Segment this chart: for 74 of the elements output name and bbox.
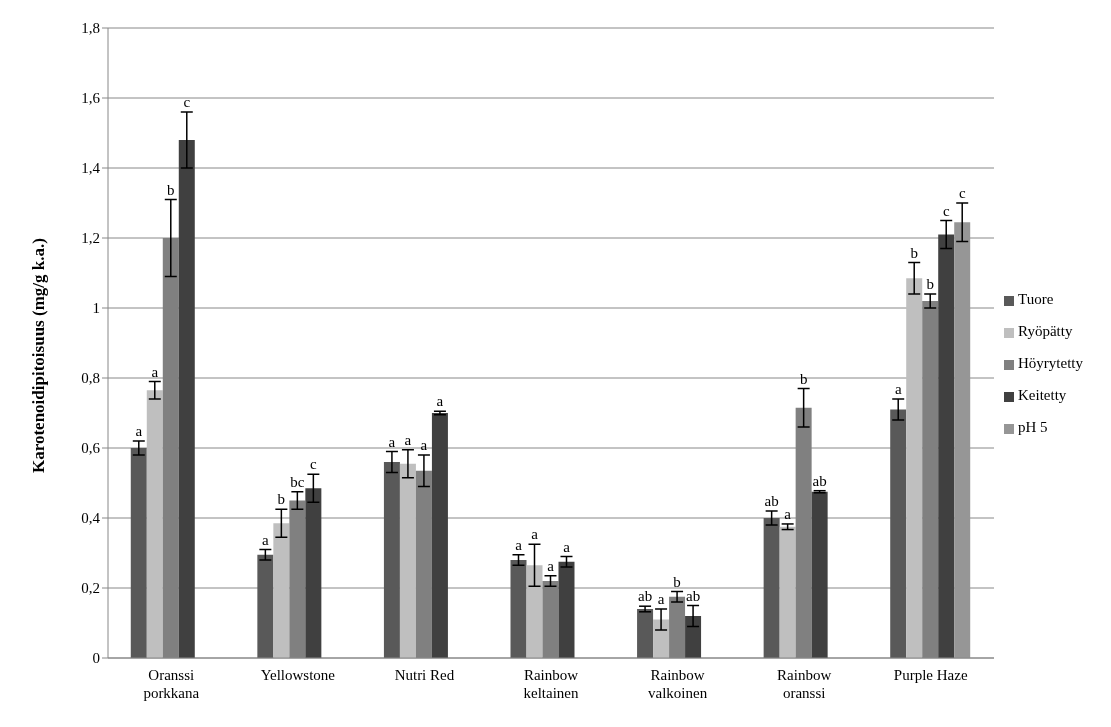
- data-label: b: [799, 370, 808, 387]
- bar: [637, 609, 654, 658]
- y-tick-label: 0,2: [81, 580, 100, 597]
- x-tick-label: Nutri Red: [394, 667, 455, 683]
- data-label: a: [547, 557, 555, 574]
- legend-label: Höyrytetty: [1018, 355, 1083, 371]
- bar: [526, 565, 543, 658]
- legend-label: Keitetty: [1018, 387, 1067, 403]
- y-tick-label: 0,8: [81, 370, 100, 387]
- x-tick-label: Rainbow valkoinen: [647, 667, 708, 701]
- bar: [954, 222, 971, 658]
- data-label: a: [420, 437, 428, 453]
- bar: [653, 619, 670, 658]
- x-tick-label: Rainbow oranssi: [777, 667, 832, 701]
- data-label: bc: [290, 473, 305, 490]
- data-label: c: [183, 94, 191, 110]
- y-tick-label: 1,4: [81, 160, 101, 177]
- bar: [938, 234, 955, 658]
- data-label: a: [894, 381, 902, 397]
- y-tick-label: 1: [92, 300, 100, 317]
- data-label: ab: [764, 493, 779, 509]
- x-tick-label: Rainbow keltainen: [523, 667, 579, 701]
- y-tick-label: 1,2: [81, 230, 100, 247]
- data-label: a: [135, 423, 143, 439]
- y-tick-label: 0,4: [81, 510, 101, 527]
- bar: [146, 390, 163, 658]
- data-label: a: [151, 363, 159, 380]
- y-axis-title: Karotenoidipitoisuus (mg/g k.a.): [29, 238, 49, 473]
- y-tick-label: 0,6: [81, 440, 101, 457]
- y-tick-label: 1,6: [81, 90, 101, 107]
- bar: [685, 616, 702, 658]
- data-label: ab: [812, 472, 827, 489]
- data-label: a: [388, 433, 396, 450]
- data-label: a: [531, 526, 539, 543]
- bar: [510, 560, 527, 658]
- bar: [763, 518, 780, 658]
- data-label: b: [167, 181, 175, 198]
- bar: [399, 463, 416, 658]
- bar: [273, 523, 290, 658]
- bar: [257, 554, 274, 658]
- data-label: a: [515, 536, 523, 553]
- bar: [431, 413, 448, 658]
- data-label: c: [942, 202, 950, 219]
- data-label: ab: [637, 588, 653, 605]
- data-label: a: [784, 505, 792, 522]
- data-label: a: [657, 591, 665, 607]
- data-label: b: [277, 491, 286, 508]
- data-label: c: [310, 456, 318, 473]
- bar: [305, 488, 322, 658]
- x-tick-label: Oranssi porkkana: [143, 667, 200, 701]
- legend-label: pH 5: [1018, 419, 1048, 435]
- legend-label: Tuore: [1018, 291, 1054, 307]
- data-label: a: [436, 393, 444, 410]
- data-label: b: [673, 573, 681, 590]
- y-tick-label: 0: [92, 650, 100, 667]
- bar: [178, 140, 195, 658]
- legend-label: Ryöpätty: [1018, 323, 1073, 339]
- data-label: a: [404, 431, 412, 448]
- data-label: a: [262, 531, 270, 548]
- bar: [890, 409, 907, 658]
- bar: [130, 448, 147, 658]
- data-label: ab: [685, 587, 701, 604]
- x-tick-label: Yellowstone: [260, 667, 336, 683]
- data-label: b: [910, 244, 918, 261]
- x-tick-label: Purple Haze: [893, 667, 968, 683]
- bar: [811, 491, 828, 658]
- bar: [906, 278, 923, 658]
- data-label: c: [958, 185, 966, 201]
- y-tick-label: 1,8: [81, 20, 100, 37]
- data-label: b: [926, 276, 934, 292]
- bar: [383, 462, 400, 658]
- data-label: a: [563, 538, 571, 555]
- bar: [779, 526, 796, 658]
- bar: [558, 561, 575, 658]
